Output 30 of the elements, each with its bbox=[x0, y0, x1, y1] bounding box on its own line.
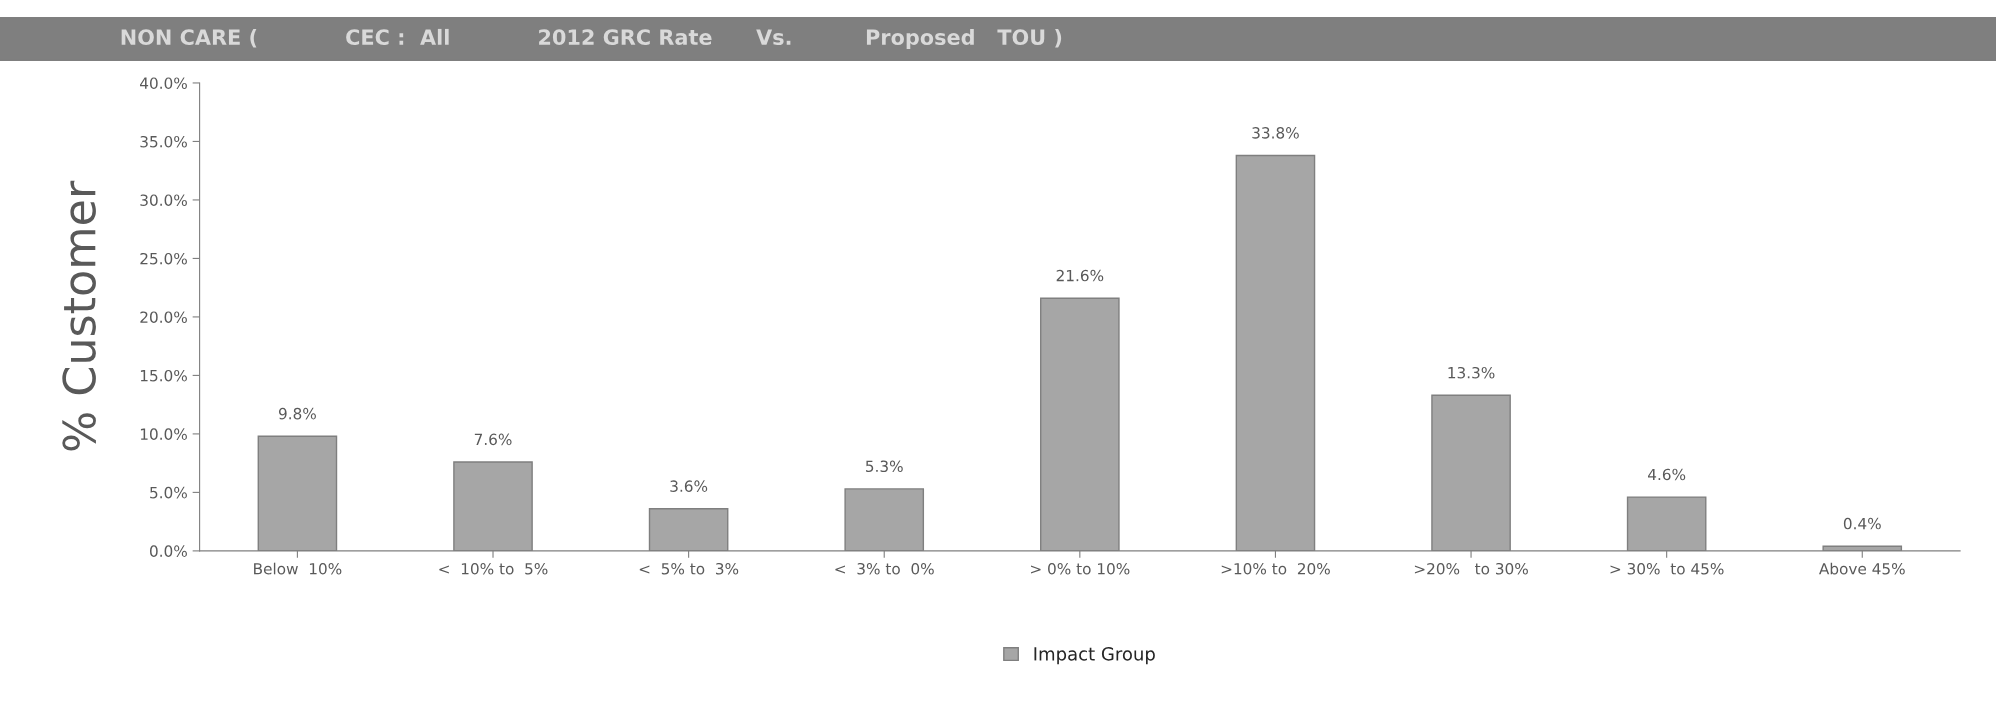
x-tick-label: Above 45% bbox=[1819, 562, 1905, 575]
x-tick-label: >10% to 20% bbox=[1221, 562, 1330, 575]
data-label: 21.6% bbox=[1056, 269, 1104, 282]
data-label: 0.4% bbox=[1843, 517, 1881, 530]
data-label: 9.8% bbox=[278, 407, 316, 420]
data-label: 4.6% bbox=[1648, 468, 1686, 481]
x-tick-label: < 10% to 5% bbox=[439, 562, 548, 575]
y-tick-label: 25.0% bbox=[140, 252, 187, 265]
y-tick-label: 35.0% bbox=[140, 135, 187, 148]
y-tick-label: 5.0% bbox=[150, 486, 187, 499]
y-tick-label: 15.0% bbox=[140, 369, 187, 382]
x-tick-label: < 5% to 3% bbox=[639, 562, 739, 575]
y-tick-label: 20.0% bbox=[140, 311, 187, 323]
x-tick-label: < 3% to 0% bbox=[835, 562, 934, 575]
data-label: 13.3% bbox=[1448, 366, 1495, 379]
data-label: 33.8% bbox=[1252, 127, 1299, 139]
y-tick-label: 30.0% bbox=[140, 194, 187, 206]
data-label: 5.3% bbox=[866, 460, 903, 473]
data-label: 3.6% bbox=[670, 480, 708, 492]
data-label: 7.6% bbox=[474, 433, 512, 446]
y-tick-label: 10.0% bbox=[140, 428, 187, 440]
y-tick-label: 40.0% bbox=[140, 77, 187, 89]
x-tick-label: >20% to 30% bbox=[1414, 562, 1528, 575]
legend-label: Impact Group bbox=[1034, 647, 1155, 665]
x-tick-label: > 0% to 10% bbox=[1031, 562, 1130, 575]
x-tick-label: > 30% to 45% bbox=[1610, 562, 1724, 575]
chart-title: NON CARE ( CEC : All 2012 GRC Rate Vs. Proposed TOU ) bbox=[121, 28, 1062, 50]
y-axis-title: % Customer bbox=[62, 180, 96, 451]
x-tick-label: Below 10% bbox=[254, 562, 342, 575]
y-tick-label: 0.0% bbox=[149, 545, 187, 557]
